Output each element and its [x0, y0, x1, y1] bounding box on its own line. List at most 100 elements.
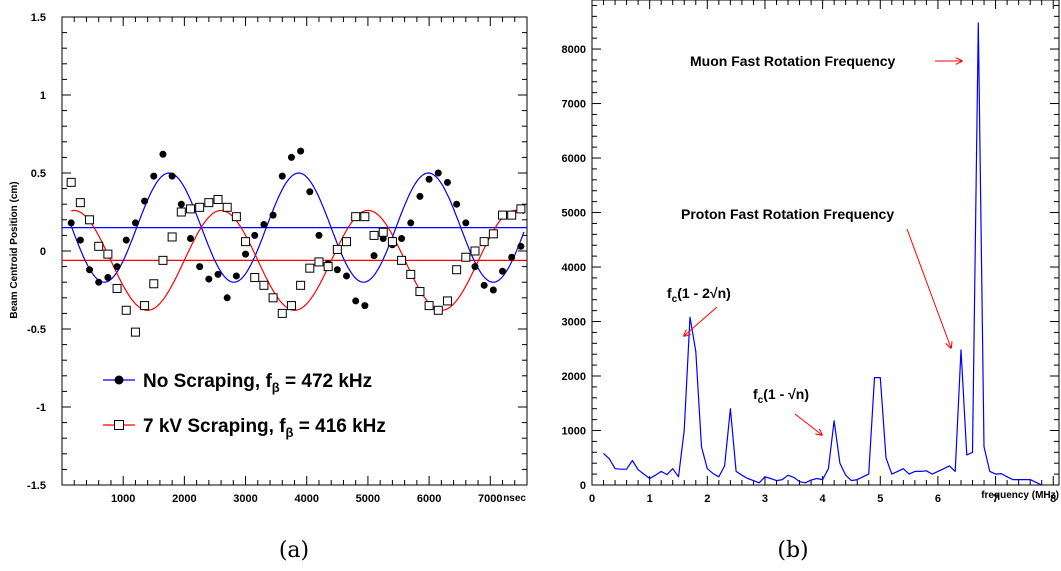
y-tick-label: 1.5 — [31, 12, 46, 24]
panel-b-caption: (b) — [777, 538, 808, 563]
data-point-no-scraping — [223, 294, 231, 302]
data-point-no-scraping — [306, 188, 314, 196]
annotation-fc-sqrtn: fc(1 - √n) — [753, 386, 822, 435]
data-point-scraping — [305, 263, 315, 273]
data-point-no-scraping — [168, 172, 176, 180]
data-point-no-scraping — [517, 242, 525, 250]
data-point-scraping — [130, 327, 140, 337]
panel-a-data-points — [66, 147, 526, 337]
data-point-no-scraping — [352, 297, 360, 305]
data-point-scraping — [140, 301, 150, 311]
data-point-no-scraping — [113, 263, 121, 271]
data-point-no-scraping — [489, 286, 497, 294]
data-point-scraping — [149, 279, 159, 289]
data-point-no-scraping — [480, 281, 488, 289]
data-point-scraping — [433, 305, 443, 315]
data-point-scraping — [195, 202, 205, 212]
data-point-scraping — [323, 262, 333, 272]
data-point-scraping — [185, 204, 195, 214]
data-point-scraping — [498, 210, 508, 220]
y-tick-label: 6000 — [562, 153, 586, 165]
data-point-scraping — [360, 212, 370, 222]
data-point-no-scraping — [214, 270, 222, 278]
data-point-scraping — [397, 255, 407, 265]
y-tick-label: 2000 — [562, 371, 586, 383]
data-point-scraping — [387, 237, 397, 247]
annotation-fc-sqrtn-arrow — [794, 413, 822, 435]
data-point-no-scraping — [278, 172, 286, 180]
data-point-no-scraping — [287, 153, 295, 161]
x-tick-label: 1 — [647, 493, 653, 505]
legend-marker-open-square — [114, 420, 124, 430]
x-tick-label: 2 — [704, 493, 710, 505]
fit-curve-scraping — [71, 209, 525, 311]
annotation-proton: Proton Fast Rotation Frequency — [681, 206, 951, 348]
data-point-scraping — [296, 280, 306, 290]
panel-a-y-tick-labels: -1.5 -1 -0.5 0 0.5 1 1.5 — [27, 12, 46, 492]
data-point-scraping — [415, 287, 425, 297]
y-tick-label: 4000 — [562, 262, 586, 274]
data-point-scraping — [351, 212, 361, 222]
data-point-no-scraping — [260, 220, 268, 228]
panel-b: 0 1000 2000 3000 4000 5000 6000 7000 8000 0 1 2 3 4 5… — [562, 0, 1060, 563]
data-point-no-scraping — [186, 235, 194, 243]
panel-b-x-tick-labels: 0 1 2 3 4 5 6 7 8 — [589, 493, 1056, 505]
panel-a-ticks — [62, 16, 527, 486]
data-point-scraping — [75, 198, 85, 208]
data-point-scraping — [516, 204, 526, 214]
annotation-proton-arrow — [906, 228, 951, 348]
data-point-no-scraping — [67, 219, 75, 227]
data-point-scraping — [461, 252, 471, 262]
panel-a-x-tick-labels: 1000 2000 3000 4000 5000 6000 7000 — [111, 493, 503, 505]
x-tick-label: 6000 — [417, 493, 441, 505]
annotation-fc-2sqrtn-arrow — [684, 306, 718, 336]
data-point-scraping — [158, 255, 168, 265]
data-point-no-scraping — [232, 272, 240, 280]
annotation-muon-text: Muon Fast Rotation Frequency — [690, 53, 896, 69]
data-point-scraping — [231, 212, 241, 222]
data-point-scraping — [167, 232, 177, 242]
data-point-scraping — [213, 195, 223, 205]
data-point-scraping — [507, 210, 517, 220]
legend-entry-no-scraping: No Scraping, fβ = 472 kHz — [103, 371, 372, 395]
panel-b-ticks — [592, 0, 1059, 485]
data-point-no-scraping — [471, 263, 479, 271]
data-point-no-scraping — [159, 150, 167, 158]
panel-a: -1.5 -1 -0.5 0 0.5 1 1.5 1000 2000 3000 4000 5000 6… — [9, 12, 528, 563]
x-tick-label: 3000 — [233, 493, 257, 505]
legend-label-no-scraping: No Scraping, fβ = 472 kHz — [143, 371, 372, 395]
panel-a-y-axis-label: Beam Centroid Position (cm) — [9, 181, 20, 318]
y-tick-label: 3000 — [562, 317, 586, 329]
data-point-scraping — [241, 237, 251, 247]
data-point-no-scraping — [177, 200, 185, 208]
data-point-no-scraping — [361, 302, 369, 310]
data-point-no-scraping — [122, 236, 130, 244]
data-point-no-scraping — [443, 178, 451, 186]
data-point-scraping — [176, 207, 186, 217]
x-tick-label: 0 — [589, 493, 595, 505]
annotation-fc-2sqrtn-text: fc(1 - 2√n) — [667, 285, 731, 305]
x-tick-label: 5000 — [356, 493, 380, 505]
x-tick-label: 4 — [820, 493, 827, 505]
data-point-scraping — [222, 202, 232, 212]
data-point-no-scraping — [453, 200, 461, 208]
data-point-no-scraping — [269, 211, 277, 219]
data-point-scraping — [259, 280, 269, 290]
annotation-fc-sqrtn-text: fc(1 - √n) — [753, 386, 809, 406]
annotation-fc-2sqrtn: fc(1 - 2√n) — [667, 285, 731, 336]
data-point-no-scraping — [242, 250, 250, 258]
y-tick-label: -1 — [36, 402, 46, 414]
panel-b-spectrum — [603, 22, 1042, 486]
y-tick-label: -1.5 — [27, 480, 46, 492]
data-point-scraping — [268, 293, 278, 303]
y-tick-label: 0 — [40, 246, 46, 258]
x-tick-label: 8 — [1050, 493, 1056, 505]
data-point-no-scraping — [333, 266, 341, 274]
data-point-scraping — [369, 230, 379, 240]
data-point-no-scraping — [343, 272, 351, 280]
x-tick-label: 7000 — [478, 493, 502, 505]
legend-marker-filled-circle — [114, 375, 124, 385]
data-point-scraping — [277, 308, 287, 318]
data-point-no-scraping — [508, 253, 516, 261]
